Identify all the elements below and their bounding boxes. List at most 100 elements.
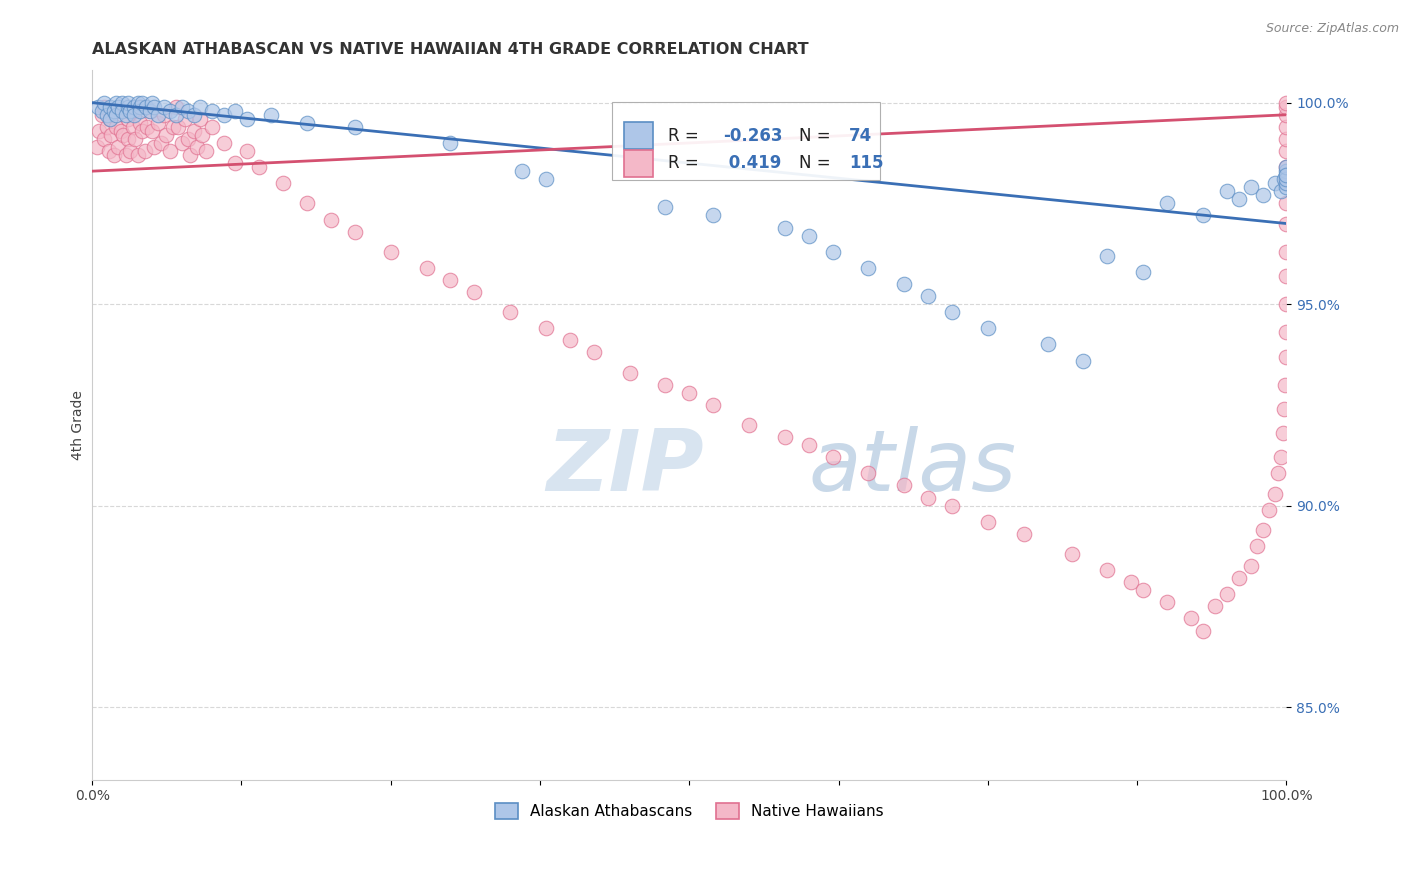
Point [1036, 337, 1059, 351]
Point [236, 112, 259, 126]
Point [105, 120, 128, 134]
Point [1251, 188, 1274, 202]
Point [105, 103, 128, 118]
Point [159, 103, 181, 118]
Point [183, 124, 205, 138]
Point [174, 112, 197, 126]
Point [1267, 467, 1289, 481]
Point [138, 103, 160, 118]
Point [654, 201, 676, 215]
Point [194, 144, 217, 158]
Point [129, 100, 152, 114]
Point [499, 305, 522, 319]
Point [131, 124, 153, 138]
Point [186, 140, 208, 154]
Point [534, 172, 557, 186]
Point [1275, 217, 1298, 231]
Point [177, 103, 200, 118]
Point [1192, 209, 1215, 223]
Text: R =: R = [668, 127, 704, 145]
Point [212, 136, 235, 150]
Point [120, 103, 142, 118]
Point [295, 196, 318, 211]
Text: Source: ZipAtlas.com: Source: ZipAtlas.com [1265, 22, 1399, 36]
Point [1272, 401, 1295, 416]
Point [1275, 196, 1298, 211]
Point [319, 212, 342, 227]
Point [89, 124, 111, 138]
Point [122, 108, 145, 122]
Point [1216, 587, 1239, 601]
Point [1270, 184, 1292, 198]
Point [162, 120, 184, 134]
Point [1073, 353, 1095, 368]
Point [773, 220, 796, 235]
Point [129, 100, 152, 114]
Point [1156, 595, 1178, 609]
Point [1246, 539, 1268, 553]
Point [114, 108, 136, 122]
Point [117, 100, 139, 114]
Point [136, 120, 159, 134]
Point [1271, 426, 1294, 441]
Point [1272, 172, 1295, 186]
Point [111, 103, 134, 118]
Point [179, 148, 201, 162]
Point [155, 128, 177, 142]
Point [143, 100, 166, 114]
Point [167, 120, 190, 134]
Point [1275, 176, 1298, 190]
Point [177, 132, 200, 146]
Point [87, 100, 110, 114]
Point [702, 398, 724, 412]
Point [1275, 326, 1298, 340]
Point [702, 209, 724, 223]
Point [111, 103, 134, 118]
Text: R =: R = [668, 154, 704, 172]
Point [247, 160, 270, 174]
Point [343, 225, 366, 239]
Point [1156, 196, 1178, 211]
Point [122, 103, 145, 118]
Point [1012, 526, 1035, 541]
Point [141, 124, 163, 138]
Point [86, 140, 108, 154]
Point [100, 128, 122, 142]
Point [1275, 297, 1298, 311]
Point [146, 116, 169, 130]
Point [159, 144, 181, 158]
Point [146, 108, 169, 122]
Bar [624, 122, 654, 149]
Point [201, 120, 224, 134]
Point [271, 176, 294, 190]
Y-axis label: 4th Grade: 4th Grade [72, 390, 86, 460]
Point [1275, 268, 1298, 283]
Point [773, 430, 796, 444]
Point [1275, 244, 1298, 259]
Point [858, 467, 880, 481]
Point [343, 120, 366, 134]
Point [893, 478, 915, 492]
Point [224, 103, 246, 118]
Point [143, 140, 166, 154]
Point [858, 260, 880, 275]
Point [98, 112, 121, 126]
FancyBboxPatch shape [612, 103, 880, 180]
Point [1263, 176, 1285, 190]
Point [90, 108, 112, 122]
Point [117, 112, 139, 126]
Point [127, 148, 149, 162]
Point [188, 100, 211, 114]
Point [212, 108, 235, 122]
Point [1275, 120, 1298, 134]
Point [1180, 611, 1202, 625]
Point [1240, 180, 1263, 194]
Text: N =: N = [799, 127, 837, 145]
Point [129, 103, 152, 118]
Point [98, 112, 121, 126]
Point [150, 136, 173, 150]
Point [93, 95, 115, 110]
Point [1275, 160, 1298, 174]
Point [138, 103, 160, 118]
Point [977, 515, 1000, 529]
